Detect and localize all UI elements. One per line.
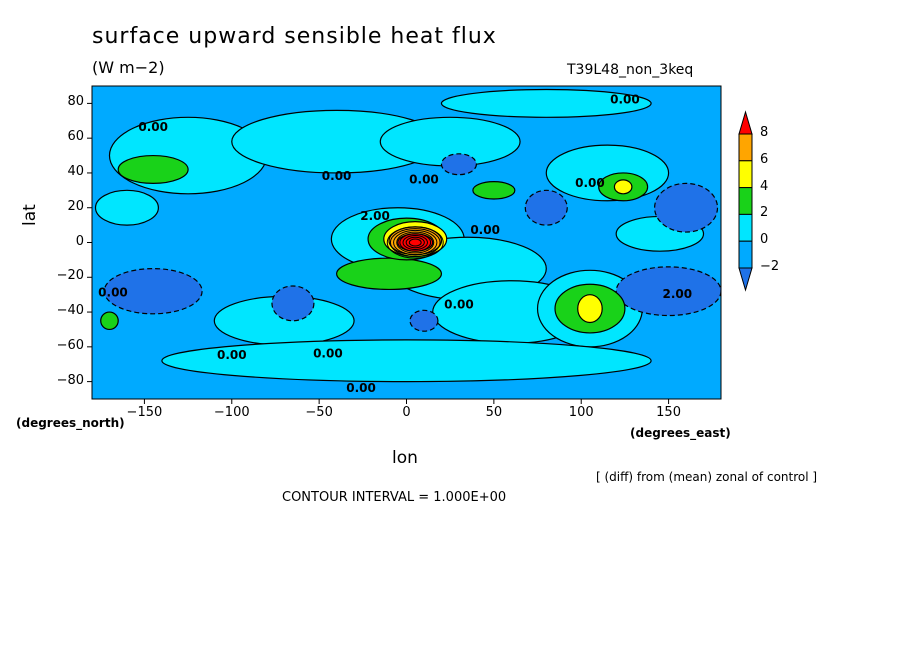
tropical-contour-ring xyxy=(396,231,435,254)
neg-band-south-america xyxy=(271,285,315,322)
x-tick-label: 0 xyxy=(402,405,411,420)
contour-label: 0.00 xyxy=(322,169,352,183)
green-band-middle-east xyxy=(472,181,516,200)
tropical-contour-ring xyxy=(393,229,438,256)
colorbar-min-arrow xyxy=(738,267,753,292)
x-tick-label: −100 xyxy=(213,405,250,420)
tropical-contour-ring xyxy=(399,233,432,252)
colorbar-tick-label: 2 xyxy=(760,205,769,221)
y-tick-label: −40 xyxy=(56,303,84,319)
contour-label: 0.00 xyxy=(409,172,439,186)
neg-band-north-africa xyxy=(524,189,568,226)
colorbar-band xyxy=(738,187,753,215)
colorbar-tick-label: 8 xyxy=(760,125,769,140)
contour-label: 2.00 xyxy=(360,209,390,223)
neg-band-north-pacific-east xyxy=(654,182,719,233)
comparison-note: [ (diff) from (mean) zonal of control ] xyxy=(596,470,818,484)
contour-label: 0.00 xyxy=(470,223,500,237)
colorbar-band xyxy=(738,240,753,269)
field-layer: 0.00 0.00 0.00 0.00 0.00 0.00 2.00 0.00 0.00 2.00… xyxy=(92,86,721,399)
colorbar-max-arrow xyxy=(738,110,753,135)
x-tick-label: 150 xyxy=(656,405,681,420)
green-band-north-pacific xyxy=(117,154,189,184)
tropical-contour-ring xyxy=(386,226,444,259)
tropical-contour-ring xyxy=(408,238,422,247)
contour-label: 0.00 xyxy=(313,346,343,360)
pos-band-arctic xyxy=(440,88,652,118)
pos-band-southern-ocean xyxy=(161,339,652,383)
colorbar-band xyxy=(738,133,753,162)
green-band-south-atlantic xyxy=(336,257,443,291)
contour-label: 0.00 xyxy=(217,348,247,362)
y-tick-label: 0 xyxy=(75,233,84,249)
y-tick-label: −60 xyxy=(56,337,84,353)
y-tick-label: 80 xyxy=(67,94,84,110)
neg-band-europe xyxy=(440,153,477,176)
contour-label: 0.00 xyxy=(575,176,605,190)
tropical-contour-ring xyxy=(405,236,425,249)
y-tick-label: −80 xyxy=(56,372,84,388)
y-tick-label: 40 xyxy=(67,163,84,179)
contour-interval: CONTOUR INTERVAL = 1.000E+00 xyxy=(282,490,507,505)
colorbar-tick-label: 0 xyxy=(760,232,769,248)
run-label: T39L48_non_3keq xyxy=(567,62,694,78)
x-tick-label: 100 xyxy=(568,405,594,420)
contour-label: 0.00 xyxy=(138,120,168,134)
x-axis-unit: (degrees_east) xyxy=(630,426,731,440)
colorbar-band xyxy=(738,160,753,189)
y-tick-label: −20 xyxy=(56,268,84,284)
chart-units: (W m−2) xyxy=(92,58,165,77)
contour-label: 0.00 xyxy=(610,92,640,106)
contour-label: 0.00 xyxy=(346,381,376,395)
yellow-peak-south-indian xyxy=(577,294,603,324)
contour-label: 0.00 xyxy=(444,298,474,312)
colorbar-tick-label: −2 xyxy=(760,259,780,274)
neg-band-atlantic xyxy=(409,309,439,332)
chart-title: surface upward sensible heat flux xyxy=(92,24,497,49)
y-tick-label: 60 xyxy=(67,129,84,145)
neg-band-south-pacific-west xyxy=(103,267,203,315)
colorbar-tick-label: 4 xyxy=(760,178,769,194)
y-tick-label: 20 xyxy=(67,198,84,214)
x-tick-label: 50 xyxy=(485,405,503,420)
colorbar-tick-label: 6 xyxy=(760,151,769,167)
pos-band-pacific-west xyxy=(94,189,159,226)
tropical-contour-ring xyxy=(389,228,441,257)
contour-label: 2.00 xyxy=(663,287,693,301)
colorbar-band xyxy=(738,213,753,242)
green-band-south-pacific xyxy=(100,311,119,331)
x-tick-label: −50 xyxy=(305,405,333,420)
y-axis-unit: (degrees_north) xyxy=(16,416,125,430)
contour-label: 0.00 xyxy=(98,285,128,299)
yellow-peak-east-asia xyxy=(613,179,633,195)
tropical-contour-ring xyxy=(402,235,428,250)
x-axis-label: lon xyxy=(392,448,418,468)
x-tick-label: −150 xyxy=(126,405,163,420)
